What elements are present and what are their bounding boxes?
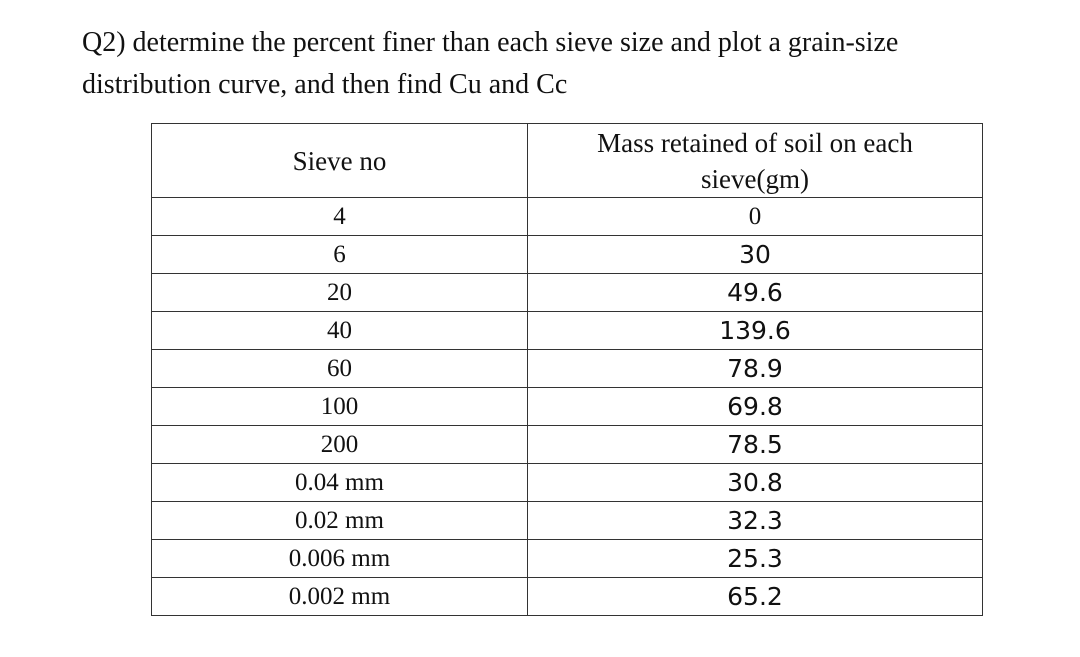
mass-cell: 65.2 xyxy=(527,577,983,616)
table-row: 100 69.8 xyxy=(151,387,983,426)
sieve-cell: 100 xyxy=(151,387,528,426)
mass-cell: 25.3 xyxy=(527,539,983,578)
question-text: Q2) determine the percent finer than eac… xyxy=(82,22,1042,106)
mass-cell: 49.6 xyxy=(527,273,983,312)
header-mass-line-2: sieve(gm) xyxy=(701,163,809,194)
table-row: 0.04 mm 30.8 xyxy=(151,463,983,502)
header-mass-retained: Mass retained of soil on each sieve(gm) xyxy=(527,123,983,198)
table-row: 200 78.5 xyxy=(151,425,983,464)
sieve-cell: 0.006 mm xyxy=(151,539,528,578)
sieve-analysis-table: Sieve no Mass retained of soil on each s… xyxy=(151,123,983,616)
mass-cell: 32.3 xyxy=(527,501,983,540)
mass-cell: 139.6 xyxy=(527,311,983,350)
sieve-cell: 4 xyxy=(151,197,528,236)
table-row: 6 30 xyxy=(151,235,983,274)
sieve-cell: 200 xyxy=(151,425,528,464)
mass-cell: 69.8 xyxy=(527,387,983,426)
sieve-cell: 0.04 mm xyxy=(151,463,528,502)
sieve-cell: 60 xyxy=(151,349,528,388)
mass-cell: 0 xyxy=(527,197,983,236)
sieve-cell: 6 xyxy=(151,235,528,274)
table-row: 60 78.9 xyxy=(151,349,983,388)
header-sieve-no: Sieve no xyxy=(151,123,528,198)
table-row: 40 139.6 xyxy=(151,311,983,350)
header-mass-line-1: Mass retained of soil on each xyxy=(597,127,913,158)
table-row: 0.006 mm 25.3 xyxy=(151,539,983,578)
table-header-row: Sieve no Mass retained of soil on each s… xyxy=(151,123,983,198)
table-row: 20 49.6 xyxy=(151,273,983,312)
sieve-cell: 40 xyxy=(151,311,528,350)
mass-cell: 78.9 xyxy=(527,349,983,388)
mass-cell: 78.5 xyxy=(527,425,983,464)
sieve-cell: 0.002 mm xyxy=(151,577,528,616)
mass-cell: 30.8 xyxy=(527,463,983,502)
mass-cell: 30 xyxy=(527,235,983,274)
sieve-cell: 0.02 mm xyxy=(151,501,528,540)
question-line-2: distribution curve, and then find Cu and… xyxy=(82,69,568,100)
table-row: 0.002 mm 65.2 xyxy=(151,577,983,616)
sieve-cell: 20 xyxy=(151,273,528,312)
table-row: 4 0 xyxy=(151,197,983,236)
table-row: 0.02 mm 32.3 xyxy=(151,501,983,540)
question-line-1: Q2) determine the percent finer than eac… xyxy=(82,27,899,58)
